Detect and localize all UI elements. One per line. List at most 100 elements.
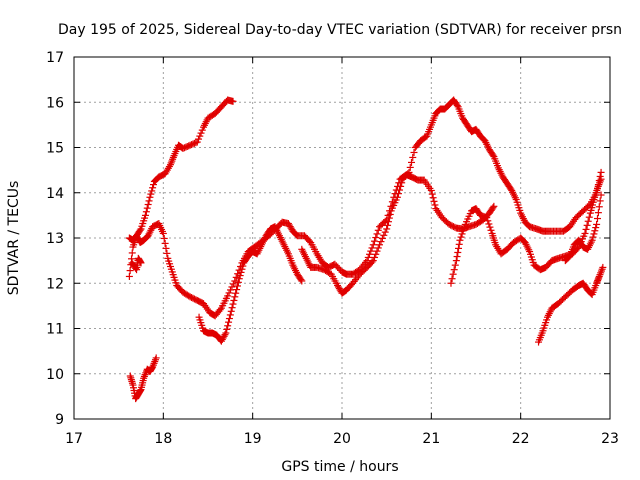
data-point xyxy=(430,197,438,205)
axis-ticks xyxy=(73,56,611,420)
data-point xyxy=(409,153,417,161)
data-point xyxy=(450,266,458,274)
data-point xyxy=(458,230,466,238)
data-point xyxy=(404,170,412,178)
data-point xyxy=(192,139,200,147)
data-point xyxy=(589,233,597,241)
data-point xyxy=(581,229,589,237)
data-point xyxy=(447,279,455,287)
data-point xyxy=(449,270,457,278)
data-point xyxy=(233,282,241,290)
data-point xyxy=(149,184,157,192)
data-point xyxy=(490,202,498,210)
data-point xyxy=(372,250,380,258)
y-tick-labels: 9 10 11 12 13 14 15 16 17 xyxy=(46,50,64,428)
data-point xyxy=(584,217,592,225)
data-point xyxy=(144,201,152,209)
data-point xyxy=(377,238,385,246)
data-point xyxy=(428,190,436,198)
data-point xyxy=(385,214,393,222)
x-tick-label: 20 xyxy=(333,431,351,447)
data-point xyxy=(137,259,145,267)
data-point xyxy=(431,201,439,209)
data-point xyxy=(485,220,493,228)
data-point xyxy=(398,179,406,187)
data-point xyxy=(297,276,305,284)
data-point xyxy=(483,214,491,222)
data-point xyxy=(125,272,133,280)
y-axis-title: SDTVAR / TECUs xyxy=(6,181,22,296)
data-points xyxy=(125,96,607,403)
data-point xyxy=(234,278,242,286)
data-point xyxy=(376,241,384,249)
y-tick-label: 13 xyxy=(46,231,64,247)
y-tick-label: 15 xyxy=(46,141,64,157)
data-point xyxy=(597,191,605,199)
data-point xyxy=(162,244,170,252)
data-point xyxy=(225,318,233,326)
data-point xyxy=(457,233,465,241)
data-point xyxy=(593,220,601,228)
data-point xyxy=(126,267,134,275)
data-point xyxy=(227,286,235,294)
data-point xyxy=(408,158,416,166)
data-point xyxy=(228,304,236,312)
data-point xyxy=(198,126,206,134)
data-point xyxy=(489,151,497,159)
data-point xyxy=(590,230,598,238)
data-point xyxy=(374,226,382,234)
data-point xyxy=(406,163,414,171)
data-point xyxy=(380,231,388,239)
data-point xyxy=(159,229,167,237)
data-point xyxy=(225,315,233,323)
data-point xyxy=(160,234,168,242)
y-tick-label: 17 xyxy=(46,50,64,66)
data-point xyxy=(229,97,237,105)
data-point xyxy=(484,217,492,225)
data-point xyxy=(229,300,237,308)
data-point xyxy=(373,230,381,238)
data-point xyxy=(486,223,494,231)
data-point xyxy=(595,203,603,211)
y-tick-label: 9 xyxy=(55,412,64,428)
data-point xyxy=(451,261,459,269)
data-point xyxy=(369,257,377,265)
data-point xyxy=(232,289,240,297)
data-point xyxy=(591,227,599,235)
data-point xyxy=(142,208,150,216)
data-point xyxy=(163,249,171,257)
data-point xyxy=(371,253,379,261)
data-point xyxy=(454,244,462,252)
data-point xyxy=(232,273,240,281)
data-point xyxy=(453,253,461,261)
x-tick-label: 17 xyxy=(65,431,83,447)
data-point xyxy=(224,292,232,300)
data-point xyxy=(226,311,234,319)
data-point xyxy=(596,197,604,205)
data-point xyxy=(230,296,238,304)
x-tick-label: 19 xyxy=(244,431,262,447)
data-point xyxy=(373,247,381,255)
data-point xyxy=(384,221,392,229)
data-point xyxy=(231,277,239,285)
data-point xyxy=(239,262,247,270)
data-point xyxy=(225,289,233,297)
data-point xyxy=(583,221,591,229)
data-point xyxy=(366,250,374,258)
x-tick-labels: 17 18 19 20 21 22 23 xyxy=(65,431,619,447)
data-point xyxy=(146,193,154,201)
data-point xyxy=(305,237,313,245)
data-point xyxy=(363,257,371,265)
data-point xyxy=(298,277,306,285)
y-tick-label: 14 xyxy=(46,186,64,202)
data-point xyxy=(405,168,413,176)
data-point xyxy=(368,258,376,266)
data-point xyxy=(141,211,149,219)
x-tick-label: 21 xyxy=(422,431,440,447)
data-point xyxy=(235,275,243,283)
data-point xyxy=(410,148,418,156)
y-tick-label: 16 xyxy=(46,95,64,111)
data-point xyxy=(147,190,155,198)
data-point xyxy=(136,226,144,234)
